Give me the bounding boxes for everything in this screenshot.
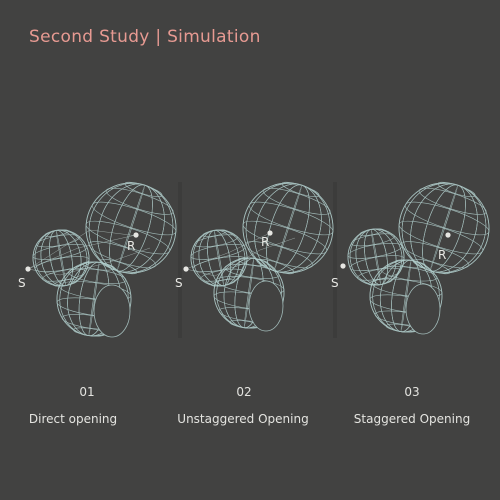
page-title: Second Study | Simulation xyxy=(29,27,261,47)
large-sphere xyxy=(398,181,490,275)
source-label-1: S xyxy=(18,276,26,290)
panel-divider-1 xyxy=(178,182,182,338)
panel-number-1: 01 xyxy=(79,385,95,399)
panel-staggered-opening xyxy=(340,181,490,335)
panel-caption-3: Staggered Opening xyxy=(353,412,471,426)
panel-number-2: 02 xyxy=(236,385,252,399)
panel-direct-opening xyxy=(25,181,177,338)
lower-sphere xyxy=(213,257,285,332)
small-sphere xyxy=(347,228,405,286)
source-label-2: S xyxy=(175,276,183,290)
panel-caption-2: Unstaggered Opening xyxy=(177,412,309,426)
panel-number-3: 03 xyxy=(404,385,420,399)
panel-unstaggered-opening xyxy=(183,181,334,332)
receiver-label-3: R xyxy=(438,248,447,262)
sound-ray-2 xyxy=(185,237,296,277)
receiver-point xyxy=(445,232,451,238)
source-point xyxy=(183,266,189,272)
sound-ray-1 xyxy=(27,234,137,270)
panel-caption-1: Direct opening xyxy=(28,412,118,426)
small-sphere xyxy=(190,229,248,287)
sphere-opening xyxy=(93,284,131,338)
panel-divider-2 xyxy=(333,182,337,338)
receiver-label-2: R xyxy=(261,235,270,249)
source-point xyxy=(25,266,31,272)
large-sphere xyxy=(242,181,334,275)
large-sphere xyxy=(85,181,177,275)
source-label-3: S xyxy=(331,276,339,290)
lower-sphere xyxy=(369,259,443,335)
receiver-point xyxy=(133,232,139,238)
small-sphere xyxy=(32,229,90,287)
receiver-label-1: R xyxy=(127,239,136,253)
sphere-opening xyxy=(248,280,284,332)
sphere-opening xyxy=(405,283,441,335)
source-point xyxy=(340,263,346,269)
lower-sphere xyxy=(56,261,132,338)
receiver-point xyxy=(267,230,273,236)
